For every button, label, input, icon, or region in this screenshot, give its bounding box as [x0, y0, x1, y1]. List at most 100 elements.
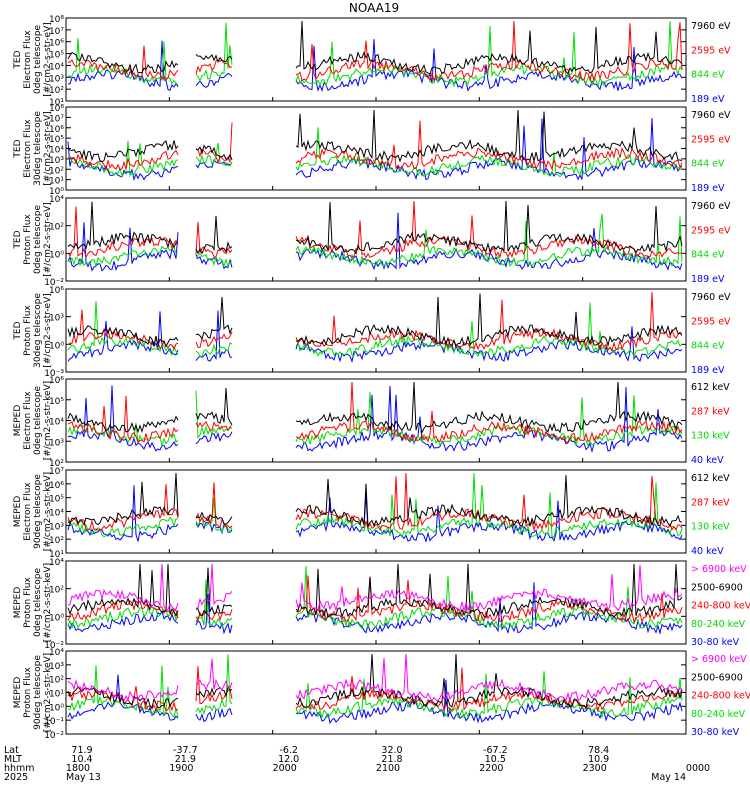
panel-frame: [65, 469, 687, 554]
y-axis-label: MEPEDElectron Flux90deg telescope[#/cm2-…: [13, 472, 53, 551]
legend-label: 130 keV: [691, 431, 730, 442]
footer-mlt: 21.9: [175, 754, 196, 765]
y-axis-label-line: Proton Flux: [23, 214, 33, 265]
y-axis-label-line: [#/cm2-s-str-keV]: [43, 653, 53, 732]
y-axis-label: TEDElectron Flux0deg telescope[#/cm2-s-s…: [13, 22, 53, 97]
footer-lat: -6.2: [279, 745, 298, 756]
footer-mlt: 12.0: [278, 754, 299, 765]
y-axis-label-line: TED: [13, 321, 23, 340]
y-tick-label: 10⁻²: [44, 641, 64, 651]
footer-row-label: hhmm: [4, 763, 35, 774]
y-tick-label: 10⁰: [49, 703, 64, 713]
series-trace: [67, 563, 683, 619]
series-trace: [67, 200, 683, 255]
legend-label: 189 eV: [691, 183, 725, 194]
y-axis-label-line: 90deg telescope: [33, 474, 43, 549]
legend-label: 612 keV: [691, 473, 730, 484]
y-axis-label-line: [#/cm2-s-str-eV]: [43, 202, 53, 277]
legend-label: 2500-6900: [691, 582, 743, 593]
series-trace: [67, 563, 683, 613]
series-trace: [67, 213, 683, 268]
footer-date-end: May 14: [651, 772, 686, 783]
y-tick-label: 10⁻¹: [44, 717, 64, 727]
y-axis-label-line: [#/cm2-s-str-keV]: [43, 381, 53, 460]
y-axis-label-line: MEPED: [13, 587, 23, 619]
footer-hhmm: 2300: [583, 763, 607, 774]
y-axis-label: TEDProton Flux0deg telescope[#/cm2-s-str…: [13, 202, 53, 277]
y-tick-label: 10¹: [49, 690, 64, 700]
footer-mlt: 10.4: [71, 754, 92, 765]
y-axis-label-line: [#/cm2-s-str-eV]: [43, 293, 53, 368]
y-tick-label: 10⁰: [49, 613, 64, 623]
y-tick-label: 10⁵: [49, 135, 64, 145]
series-trace: [67, 118, 683, 182]
y-axis-label-line: Electron Flux: [23, 482, 33, 541]
legend-label: 240-800 keV: [691, 691, 750, 702]
legend-label: 240-800 keV: [691, 601, 750, 612]
y-tick-label: 10⁻²: [44, 731, 64, 741]
y-tick-label: 10⁵: [49, 397, 64, 407]
legend-label: 130 keV: [691, 522, 730, 533]
y-axis-label-line: TED: [13, 50, 23, 69]
series-trace: [67, 472, 683, 532]
y-tick-label: 10⁻³: [44, 369, 64, 379]
series-trace: [67, 301, 683, 358]
footer-row-label: Lat: [4, 745, 19, 756]
legend-label: 2595 eV: [691, 316, 731, 327]
series-trace: [67, 565, 683, 630]
legend-label: 189 eV: [691, 365, 725, 376]
panel-frame: [65, 17, 687, 102]
y-tick-label: 10¹: [49, 177, 64, 187]
y-tick-label: 10³: [49, 156, 64, 166]
legend-label: 40 keV: [691, 546, 724, 557]
y-tick-label: 10⁴: [49, 418, 64, 428]
y-tick-label: 10³: [49, 74, 64, 84]
footer-hhmm: 2100: [376, 763, 400, 774]
y-axis-label-line: [#/cm2-s-str-eV]: [43, 111, 53, 186]
y-tick-label: 10³: [49, 522, 64, 532]
y-axis-label: TEDElectron Flux30deg telescope[#/cm2-s-…: [13, 111, 53, 186]
series-trace: [67, 120, 683, 172]
legend-label: > 6900 keV: [691, 654, 747, 665]
footer-lat: -37.7: [173, 745, 198, 756]
footer-hhmm: 0000: [686, 763, 710, 774]
y-tick-label: 10³: [49, 438, 64, 448]
y-tick-label: 10⁶: [49, 376, 64, 386]
legend-label: 612 keV: [691, 382, 730, 393]
series-trace: [67, 385, 683, 454]
y-axis-label-line: [#/cm2-s-str-eV]: [43, 22, 53, 97]
y-tick-label: 10²: [49, 166, 64, 176]
series-trace: [67, 20, 683, 75]
y-axis-label-line: Proton Flux: [23, 305, 33, 356]
footer-lat: -67.2: [483, 745, 508, 756]
y-axis-label: MEPEDProton Flux90deg telescope[#/cm2-s-…: [13, 653, 53, 732]
y-tick-label: 10⁶: [49, 481, 64, 491]
y-tick-label: 10¹: [49, 550, 64, 560]
y-axis-label-line: Electron Flux: [23, 30, 33, 89]
y-tick-label: 10⁴: [49, 62, 64, 72]
y-tick-label: 10⁸: [49, 15, 64, 25]
footer-row-label: MLT: [4, 754, 22, 765]
y-tick-label: 10⁸: [49, 104, 64, 114]
footer-date-start: May 13: [66, 772, 101, 783]
y-axis-label-line: TED: [13, 139, 23, 158]
y-tick-label: 10⁶: [49, 125, 64, 135]
legend-label: 40 keV: [691, 455, 724, 466]
legend-label: 7960 eV: [691, 21, 731, 32]
legend-label: 2595 eV: [691, 225, 731, 236]
footer-hhmm: 2200: [479, 763, 503, 774]
y-tick-label: 10⁷: [49, 114, 64, 124]
y-axis-label-line: 0deg telescope: [33, 205, 43, 275]
y-axis-label-line: 30deg telescope: [33, 111, 43, 186]
y-tick-label: 10⁰: [49, 187, 64, 197]
y-tick-label: 10³: [49, 314, 64, 324]
legend-label: 844 eV: [691, 341, 725, 352]
y-tick-label: 10⁶: [49, 39, 64, 49]
